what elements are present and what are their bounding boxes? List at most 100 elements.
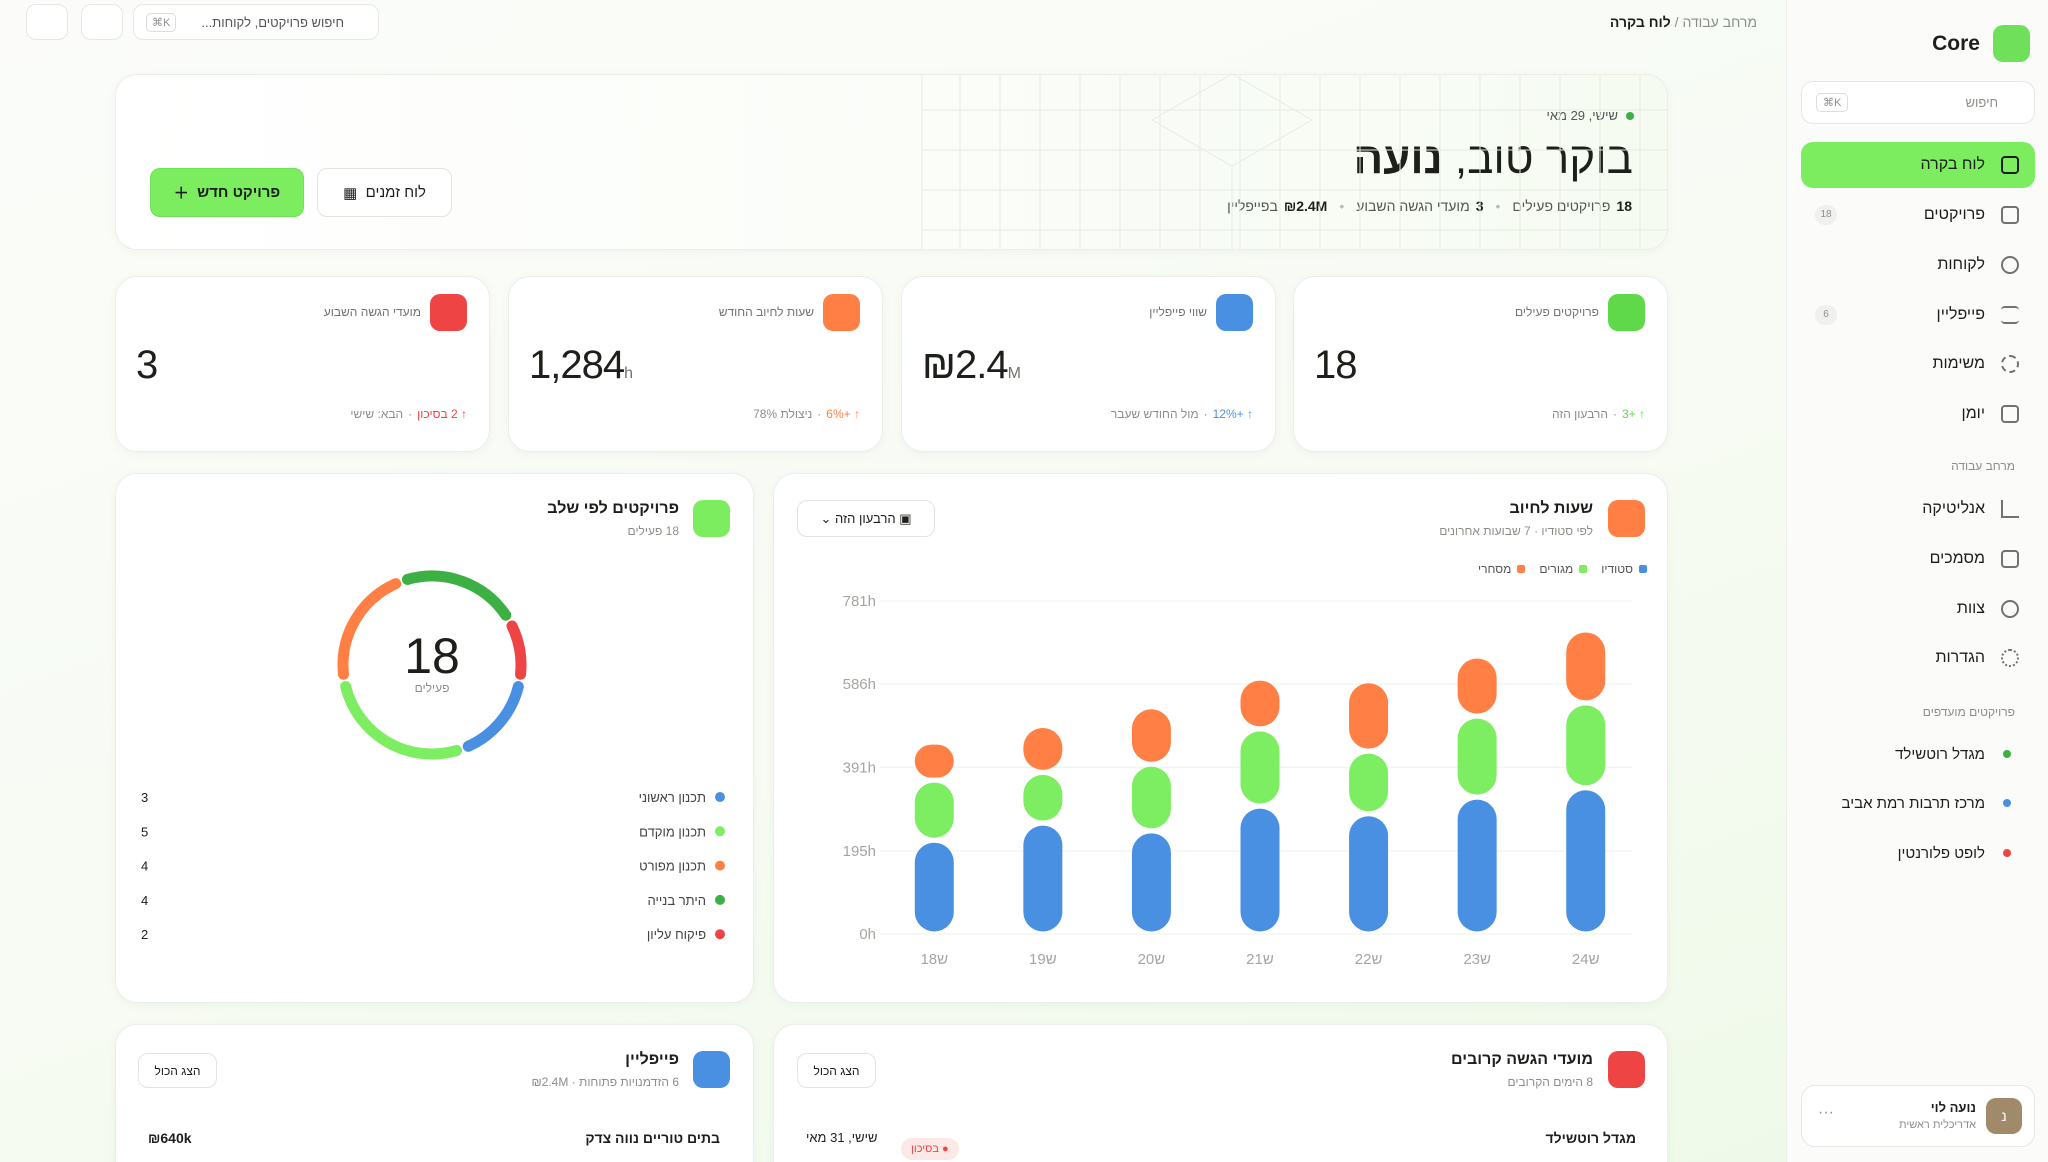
nav-item[interactable]: מסמכים <box>1801 536 2035 582</box>
bar-segment <box>914 842 954 932</box>
donut-segment <box>401 570 512 621</box>
bar-segment <box>1349 683 1389 749</box>
pipeline-project: בתים טוריים נווה צדק <box>585 1130 720 1146</box>
new-project-button[interactable]: פרויקט חדש ＋ <box>150 168 304 217</box>
legend-dot <box>715 860 725 871</box>
legend-swatch <box>1639 565 1647 573</box>
kpi-card: שעות לחיוב החודש 1,284h ↑ +6% · ניצולת 78% <box>508 276 883 452</box>
favorite-dot <box>2003 849 2011 857</box>
dot: · <box>1203 407 1208 421</box>
shortcut: ⌘K <box>146 13 177 32</box>
legend-label: תכנון ראשוני <box>639 790 706 805</box>
pipeline-amount: ₪640k <box>148 1130 192 1146</box>
sidebar <box>1786 0 2048 1162</box>
nav-item[interactable]: לקוחות <box>1801 242 2035 288</box>
status-badge: ● בסיכון <box>901 1138 959 1160</box>
nav-item[interactable]: יומן <box>1801 391 2035 437</box>
dot: · <box>1612 407 1617 421</box>
nav-item[interactable]: הגדרות <box>1801 635 2035 681</box>
favorite-item[interactable]: מרכז תרבות רמת אביב <box>1801 791 2035 817</box>
sidebar-search[interactable]: חיפוש ⌘K <box>1801 81 2035 124</box>
dot: · <box>408 407 413 421</box>
hero-date: שישי, 29 מאי <box>1546 108 1634 123</box>
legend-label: פיקוח עליון <box>647 927 706 942</box>
favorite-label: לופט פלורנטין <box>1897 845 1985 862</box>
x-tick-label: ש22 <box>1355 951 1383 968</box>
button-label: הצג הכול <box>813 1063 860 1078</box>
bar-segment <box>1023 728 1063 770</box>
brand-logo <box>1993 25 2030 62</box>
legend-value: 4 <box>141 893 148 908</box>
kpi-note: מול החודש שעבר <box>1110 407 1199 421</box>
kpi-footer: ↑ +12% · מול החודש שעבר <box>1111 407 1253 421</box>
x-tick-label: ש20 <box>1138 951 1166 968</box>
date: שישי, 29 מאי <box>1546 108 1618 123</box>
nav-item[interactable]: צוות <box>1801 586 2035 632</box>
theme-button[interactable] <box>26 4 68 40</box>
bar-segment <box>1457 658 1497 714</box>
nav-item[interactable]: פרויקטים 18 <box>1801 192 2035 238</box>
nav-item[interactable]: משימות <box>1801 341 2035 387</box>
bar-segment <box>1131 766 1171 829</box>
kpi-label: מועדי הגשה השבוע <box>323 305 421 319</box>
favorite-item[interactable]: מגדל רוטשילד <box>1801 742 2035 768</box>
view-all-button[interactable]: הצג הכול <box>138 1053 217 1088</box>
bar-segment <box>914 744 954 778</box>
top-search[interactable]: חיפוש פרויקטים, לקוחות... ⌘K <box>133 4 379 40</box>
nav-item[interactable]: פייפליין 6 <box>1801 292 2035 338</box>
favorite-item[interactable]: לופט פלורנטין <box>1801 841 2035 867</box>
kpi-value: 3 <box>136 343 158 388</box>
kpi-icon <box>1216 294 1253 331</box>
dot: · <box>817 407 822 421</box>
kpi-card: פרויקטים פעילים 18 ↑ +3 · הרבעון הזה <box>1293 276 1668 452</box>
nav-label: אנליטיקה <box>1922 500 1985 517</box>
card-title: פרויקטים לפי שלב <box>547 500 679 517</box>
brand: Core <box>1932 32 1980 55</box>
favorite-label: מגדל רוטשילד <box>1895 746 1985 763</box>
notifications-button[interactable] <box>81 4 123 40</box>
period-dropdown[interactable]: ▣ הרבעון הזה ⌄ <box>797 500 935 537</box>
favorite-label: מרכז תרבות רמת אביב <box>1841 795 1985 812</box>
kpi-card: מועדי הגשה השבוע 3 ↑ 2 בסיכון · הבא: שישי <box>115 276 490 452</box>
kpi-footer: ↑ 2 בסיכון · הבא: שישי <box>350 407 467 421</box>
card-subtitle: 8 הימים הקרובים <box>1507 1075 1593 1089</box>
user-name: נועה לוי <box>1930 1100 1976 1115</box>
card-title: מועדי הגשה קרובים <box>1451 1051 1593 1068</box>
user-card[interactable]: נ נועה לוי אדריכלית ראשית ··· <box>1801 1085 2035 1147</box>
kpi-change: +3 <box>1621 407 1636 421</box>
bar-segment <box>1457 718 1497 795</box>
status: בסיכון <box>911 1143 939 1155</box>
legend-swatch <box>1517 565 1526 573</box>
bar-segment <box>1131 709 1171 762</box>
donut-total: 18 <box>404 628 460 684</box>
bar-segment <box>1240 680 1280 727</box>
kpi-value: 18 <box>1314 343 1357 388</box>
nav-item[interactable]: אנליטיקה <box>1801 486 2035 532</box>
nav-label: לקוחות <box>1937 256 1985 273</box>
bar-segment <box>1566 632 1606 701</box>
nav-badge: 6 <box>1815 305 1837 325</box>
arrow: ↑ <box>457 407 467 421</box>
schedule-button[interactable]: לוח זמנים ▦ <box>317 168 452 217</box>
value: 3 <box>136 343 158 387</box>
greeting: בוקר טוב, <box>1454 134 1633 183</box>
legend-value: 4 <box>141 859 148 874</box>
bar-segment <box>1566 705 1606 786</box>
legend-dot <box>715 792 725 802</box>
avatar: נ <box>1986 1098 2022 1134</box>
stat-label: פרויקטים פעילים <box>1512 198 1611 214</box>
kpi-label: שווי פייפליין <box>1149 305 1207 319</box>
favorite-dot <box>2003 799 2011 807</box>
kpi-card: שווי פייפליין ₪2.4M ↑ +12% · מול החודש שעבר <box>901 276 1276 452</box>
legend-label: תכנון מפורט <box>639 859 706 874</box>
more-icon[interactable]: ··· <box>1818 1104 1834 1121</box>
nav-item-active[interactable]: לוח בקרה <box>1801 142 2035 188</box>
y-tick-label: 0h <box>859 926 876 943</box>
view-all-button[interactable]: הצג הכול <box>797 1053 876 1088</box>
favorite-dot <box>2003 750 2011 758</box>
stat-value: ₪2.4M <box>1283 198 1328 214</box>
card-icon <box>1608 1051 1645 1088</box>
legend-label: סטודיו <box>1601 562 1633 576</box>
kpi-value: 1,284h <box>529 343 633 388</box>
